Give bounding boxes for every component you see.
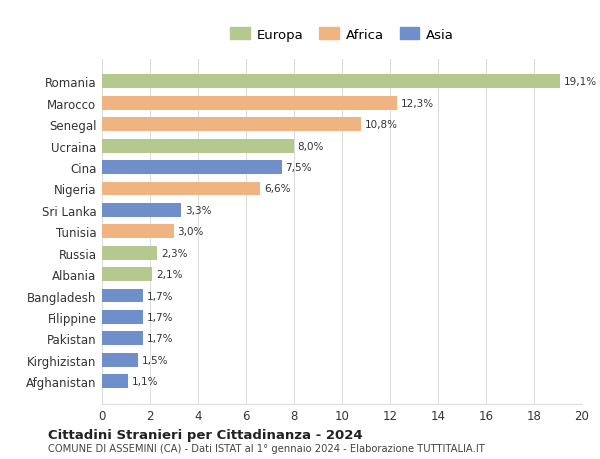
- Bar: [102, 246, 157, 260]
- Bar: [102, 225, 174, 239]
- Text: Cittadini Stranieri per Cittadinanza - 2024: Cittadini Stranieri per Cittadinanza - 2…: [48, 428, 362, 442]
- Text: 2,3%: 2,3%: [161, 248, 187, 258]
- Text: 1,7%: 1,7%: [146, 334, 173, 344]
- Text: 10,8%: 10,8%: [365, 120, 398, 130]
- Text: 6,6%: 6,6%: [264, 184, 290, 194]
- Text: 12,3%: 12,3%: [401, 99, 434, 109]
- Bar: [102, 353, 138, 367]
- Bar: [102, 182, 260, 196]
- Bar: [102, 310, 143, 324]
- Legend: Europa, Africa, Asia: Europa, Africa, Asia: [224, 22, 460, 48]
- Text: 2,1%: 2,1%: [156, 269, 182, 280]
- Text: 7,5%: 7,5%: [286, 163, 312, 173]
- Bar: [102, 203, 181, 218]
- Bar: [102, 268, 152, 281]
- Text: 1,7%: 1,7%: [146, 312, 173, 322]
- Text: COMUNE DI ASSEMINI (CA) - Dati ISTAT al 1° gennaio 2024 - Elaborazione TUTTITALI: COMUNE DI ASSEMINI (CA) - Dati ISTAT al …: [48, 443, 485, 453]
- Text: 1,5%: 1,5%: [142, 355, 168, 365]
- Text: 3,3%: 3,3%: [185, 206, 211, 215]
- Bar: [102, 161, 282, 175]
- Text: 1,7%: 1,7%: [146, 291, 173, 301]
- Text: 8,0%: 8,0%: [298, 141, 324, 151]
- Bar: [102, 289, 143, 303]
- Bar: [102, 332, 143, 346]
- Bar: [102, 97, 397, 111]
- Bar: [102, 118, 361, 132]
- Text: 1,1%: 1,1%: [132, 376, 158, 386]
- Bar: [102, 75, 560, 89]
- Text: 19,1%: 19,1%: [564, 77, 597, 87]
- Text: 3,0%: 3,0%: [178, 227, 204, 237]
- Bar: [102, 375, 128, 388]
- Bar: [102, 140, 294, 153]
